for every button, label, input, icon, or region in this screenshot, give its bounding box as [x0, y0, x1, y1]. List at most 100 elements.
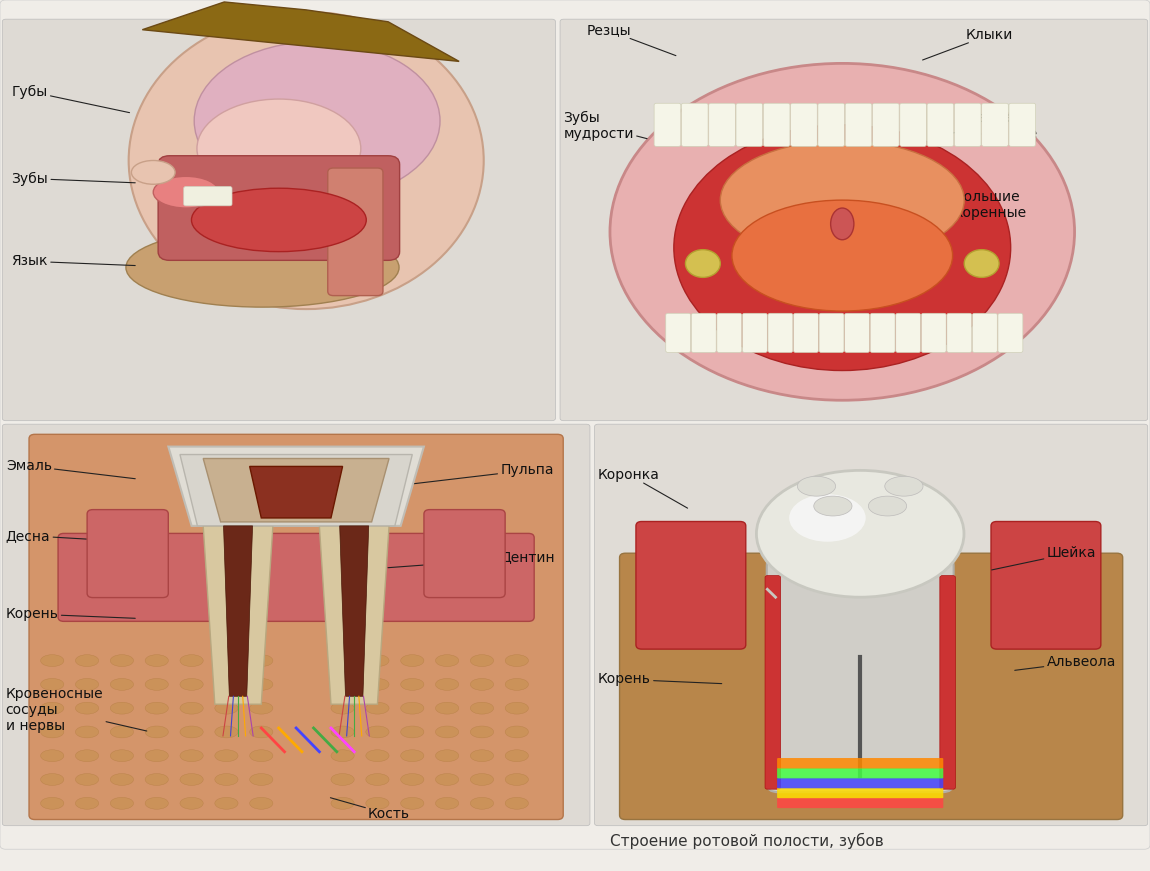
Text: Корень: Корень — [6, 607, 136, 621]
Text: Коронка: Коронка — [598, 468, 688, 508]
FancyBboxPatch shape — [765, 576, 781, 789]
FancyBboxPatch shape — [595, 424, 1148, 826]
FancyBboxPatch shape — [87, 510, 168, 598]
Ellipse shape — [215, 702, 238, 714]
Ellipse shape — [110, 679, 133, 691]
Polygon shape — [179, 455, 413, 526]
Polygon shape — [339, 526, 369, 696]
Ellipse shape — [436, 797, 459, 809]
Text: Шейка: Шейка — [991, 546, 1096, 570]
Ellipse shape — [436, 773, 459, 786]
Ellipse shape — [757, 470, 964, 598]
Ellipse shape — [179, 773, 204, 786]
Ellipse shape — [145, 726, 168, 738]
Ellipse shape — [331, 726, 354, 738]
Ellipse shape — [470, 726, 493, 738]
Ellipse shape — [366, 750, 389, 761]
Ellipse shape — [179, 702, 204, 714]
Ellipse shape — [331, 702, 354, 714]
Ellipse shape — [331, 655, 354, 666]
FancyBboxPatch shape — [2, 19, 555, 421]
FancyBboxPatch shape — [620, 553, 1122, 820]
Ellipse shape — [250, 750, 273, 761]
FancyBboxPatch shape — [973, 314, 997, 353]
Ellipse shape — [215, 797, 238, 809]
Ellipse shape — [331, 679, 354, 691]
FancyBboxPatch shape — [654, 104, 681, 146]
Ellipse shape — [110, 702, 133, 714]
FancyBboxPatch shape — [736, 104, 762, 146]
FancyBboxPatch shape — [636, 522, 746, 649]
Ellipse shape — [400, 655, 424, 666]
Ellipse shape — [470, 797, 493, 809]
Ellipse shape — [505, 773, 528, 786]
Ellipse shape — [331, 797, 354, 809]
FancyBboxPatch shape — [790, 104, 818, 146]
Ellipse shape — [789, 494, 866, 542]
Ellipse shape — [505, 655, 528, 666]
Ellipse shape — [814, 496, 852, 516]
FancyBboxPatch shape — [991, 522, 1101, 649]
Ellipse shape — [366, 797, 389, 809]
Ellipse shape — [110, 726, 133, 738]
FancyBboxPatch shape — [424, 510, 505, 598]
FancyBboxPatch shape — [873, 104, 899, 146]
Ellipse shape — [194, 42, 440, 200]
FancyBboxPatch shape — [1009, 104, 1036, 146]
FancyBboxPatch shape — [954, 104, 981, 146]
Ellipse shape — [366, 773, 389, 786]
Text: Зубы
мудрости: Зубы мудрости — [564, 111, 647, 141]
Ellipse shape — [145, 702, 168, 714]
FancyBboxPatch shape — [777, 787, 943, 798]
Ellipse shape — [250, 773, 273, 786]
FancyBboxPatch shape — [58, 533, 535, 621]
Ellipse shape — [179, 655, 204, 666]
Ellipse shape — [830, 208, 853, 240]
Ellipse shape — [153, 176, 218, 208]
FancyBboxPatch shape — [777, 798, 943, 808]
Ellipse shape — [76, 702, 99, 714]
Text: Альвеола: Альвеола — [1014, 655, 1116, 671]
Ellipse shape — [505, 750, 528, 761]
Polygon shape — [168, 447, 424, 526]
Ellipse shape — [110, 773, 133, 786]
Polygon shape — [320, 526, 389, 704]
Ellipse shape — [436, 655, 459, 666]
Ellipse shape — [250, 679, 273, 691]
Ellipse shape — [470, 679, 493, 691]
Ellipse shape — [964, 250, 999, 277]
Ellipse shape — [145, 773, 168, 786]
FancyBboxPatch shape — [818, 104, 844, 146]
Ellipse shape — [145, 655, 168, 666]
Ellipse shape — [76, 750, 99, 761]
Ellipse shape — [40, 702, 64, 714]
FancyBboxPatch shape — [2, 424, 590, 826]
Ellipse shape — [40, 679, 64, 691]
Ellipse shape — [470, 750, 493, 761]
Ellipse shape — [610, 64, 1074, 401]
Ellipse shape — [179, 750, 204, 761]
Ellipse shape — [436, 750, 459, 761]
Ellipse shape — [40, 655, 64, 666]
Ellipse shape — [436, 679, 459, 691]
Ellipse shape — [505, 797, 528, 809]
Ellipse shape — [400, 702, 424, 714]
FancyBboxPatch shape — [899, 104, 927, 146]
Text: Зубы: Зубы — [12, 172, 136, 186]
Text: Эмаль: Эмаль — [6, 459, 136, 479]
Ellipse shape — [331, 750, 354, 761]
Ellipse shape — [505, 679, 528, 691]
FancyBboxPatch shape — [184, 186, 232, 206]
Ellipse shape — [331, 773, 354, 786]
FancyBboxPatch shape — [777, 758, 943, 768]
Ellipse shape — [145, 797, 168, 809]
Ellipse shape — [179, 797, 204, 809]
Ellipse shape — [400, 726, 424, 738]
Ellipse shape — [215, 750, 238, 761]
FancyBboxPatch shape — [844, 314, 869, 353]
FancyBboxPatch shape — [29, 435, 564, 820]
Polygon shape — [204, 458, 389, 522]
Ellipse shape — [215, 679, 238, 691]
Ellipse shape — [366, 726, 389, 738]
Ellipse shape — [192, 188, 366, 252]
